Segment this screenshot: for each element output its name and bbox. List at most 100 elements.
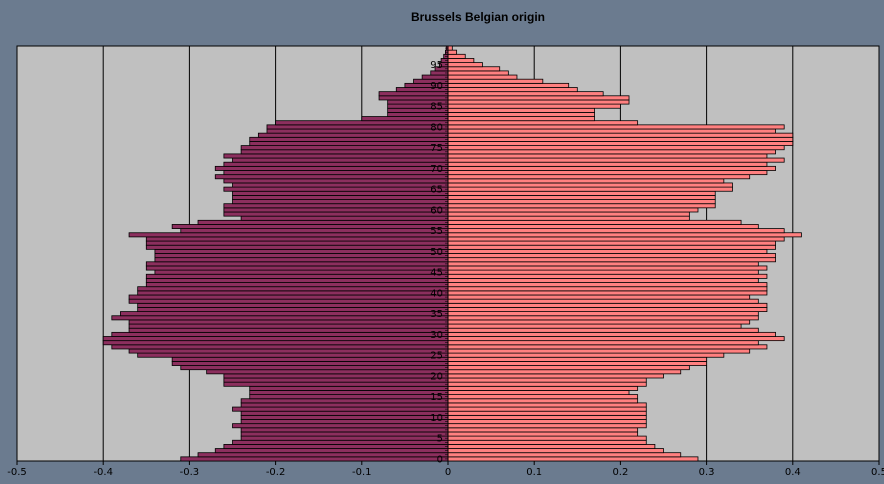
- bar-female: [447, 112, 595, 117]
- bar-female: [447, 298, 759, 304]
- x-tick-label: 0.5: [871, 467, 884, 478]
- bar-male: [137, 352, 449, 358]
- bar-female: [447, 211, 690, 217]
- bar-male: [240, 414, 449, 420]
- bar-female: [447, 70, 509, 76]
- y-tick-label: 70: [430, 164, 443, 175]
- bar-male: [232, 190, 449, 196]
- y-tick-label: 25: [430, 351, 443, 362]
- bar-male: [145, 277, 449, 283]
- bar-male: [128, 319, 449, 325]
- bar-male: [206, 369, 449, 375]
- bar-male: [145, 273, 449, 279]
- bar-female: [447, 78, 544, 84]
- bar-female: [447, 58, 475, 64]
- bar-male: [128, 348, 449, 354]
- bar-female: [447, 385, 639, 391]
- chart-title: Brussels Belgian origin: [411, 10, 545, 24]
- bar-female: [447, 244, 776, 250]
- y-tick-label: 35: [430, 309, 443, 320]
- bar-male: [214, 174, 449, 180]
- bar-male: [180, 228, 449, 234]
- bar-female: [447, 74, 518, 80]
- bar-female: [447, 228, 785, 234]
- bar-male: [145, 265, 449, 271]
- y-tick-label: 30: [430, 330, 443, 341]
- bar-male: [266, 128, 449, 134]
- bar-male: [180, 456, 449, 462]
- bar-male: [137, 302, 449, 308]
- bar-female: [447, 128, 776, 134]
- bar-female: [447, 236, 785, 242]
- bar-female: [447, 124, 785, 130]
- bar-female: [447, 219, 742, 225]
- bar-male: [232, 182, 449, 188]
- bar-female: [447, 141, 794, 146]
- x-tick-label: 0.1: [526, 467, 542, 478]
- bar-female: [447, 323, 742, 329]
- bar-female: [447, 394, 639, 400]
- x-tick-label: -0.1: [352, 467, 372, 478]
- y-tick-label: 80: [430, 122, 443, 133]
- bar-female: [447, 294, 751, 300]
- bar-female: [447, 261, 759, 267]
- bar-female: [447, 62, 483, 68]
- bar-male: [223, 170, 449, 176]
- bar-female: [447, 82, 570, 88]
- bar-female: [447, 257, 776, 263]
- bar-female: [447, 95, 630, 101]
- bar-male: [137, 286, 449, 292]
- bar-female: [447, 315, 759, 321]
- bar-female: [447, 311, 759, 317]
- bar-female: [447, 240, 776, 246]
- y-tick-label: 85: [430, 102, 443, 113]
- bar-female: [447, 136, 794, 142]
- bar-male: [145, 244, 449, 250]
- bar-male: [223, 211, 449, 217]
- bar-female: [447, 269, 759, 275]
- bar-female: [447, 170, 768, 176]
- bar-male: [249, 385, 449, 391]
- bar-male: [111, 331, 449, 337]
- bar-female: [447, 66, 501, 72]
- bar-female: [447, 340, 759, 346]
- bar-male: [240, 145, 449, 151]
- bar-female: [447, 265, 768, 271]
- y-tick-label: 10: [430, 413, 443, 424]
- x-tick-label: -0.4: [93, 467, 113, 478]
- bar-female: [447, 402, 647, 408]
- bar-male: [223, 186, 449, 192]
- bar-male: [197, 219, 449, 225]
- bar-male: [128, 327, 449, 333]
- bar-female: [447, 344, 768, 350]
- y-tick-label: 95: [430, 60, 443, 71]
- bar-female: [447, 327, 759, 333]
- bar-female: [447, 273, 768, 279]
- bar-female: [447, 319, 751, 325]
- bar-female: [447, 439, 647, 445]
- bar-female: [447, 178, 725, 184]
- bar-male: [137, 307, 449, 313]
- y-tick-label: 75: [430, 143, 443, 154]
- bar-female: [447, 435, 647, 441]
- bar-female: [447, 360, 708, 366]
- bar-male: [223, 381, 449, 387]
- bar-female: [447, 427, 639, 433]
- bar-female: [447, 149, 776, 155]
- bar-female: [447, 452, 682, 458]
- bar-female: [447, 398, 639, 404]
- bar-female: [447, 431, 639, 437]
- bar-female: [447, 199, 716, 205]
- bar-male: [240, 435, 449, 441]
- bar-male: [223, 207, 449, 213]
- y-tick-label: 5: [437, 434, 443, 445]
- bar-male: [171, 224, 449, 229]
- x-tick-label: -0.2: [266, 467, 286, 478]
- bar-male: [240, 402, 449, 408]
- bar-female: [447, 406, 647, 412]
- bar-female: [447, 419, 647, 425]
- bar-female: [447, 87, 578, 93]
- bar-male: [111, 315, 449, 321]
- bar-female: [447, 253, 776, 259]
